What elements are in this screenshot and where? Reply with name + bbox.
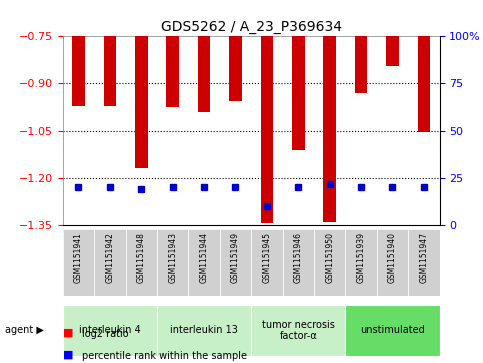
- Text: GSM1151950: GSM1151950: [325, 232, 334, 283]
- Text: GSM1151949: GSM1151949: [231, 232, 240, 283]
- Text: GSM1151943: GSM1151943: [168, 232, 177, 283]
- Text: GSM1151947: GSM1151947: [419, 232, 428, 283]
- FancyBboxPatch shape: [63, 229, 94, 296]
- FancyBboxPatch shape: [345, 305, 440, 356]
- FancyBboxPatch shape: [126, 229, 157, 296]
- FancyBboxPatch shape: [188, 229, 220, 296]
- Bar: [292, 36, 305, 150]
- Text: interleukin 4: interleukin 4: [79, 325, 141, 335]
- Title: GDS5262 / A_23_P369634: GDS5262 / A_23_P369634: [161, 20, 341, 34]
- Text: ■: ■: [63, 349, 73, 359]
- Bar: [198, 36, 211, 112]
- Text: GSM1151942: GSM1151942: [105, 232, 114, 283]
- FancyBboxPatch shape: [94, 229, 126, 296]
- Text: interleukin 13: interleukin 13: [170, 325, 238, 335]
- Bar: [229, 36, 242, 101]
- Text: GSM1151946: GSM1151946: [294, 232, 303, 283]
- Bar: [261, 36, 273, 224]
- FancyBboxPatch shape: [157, 229, 188, 296]
- FancyBboxPatch shape: [157, 305, 251, 356]
- Text: log2 ratio: log2 ratio: [82, 329, 129, 339]
- FancyBboxPatch shape: [377, 229, 408, 296]
- FancyBboxPatch shape: [251, 229, 283, 296]
- Bar: [418, 36, 430, 132]
- Text: GSM1151945: GSM1151945: [262, 232, 271, 283]
- FancyBboxPatch shape: [345, 229, 377, 296]
- Bar: [166, 36, 179, 107]
- Text: agent ▶: agent ▶: [5, 325, 43, 335]
- Text: percentile rank within the sample: percentile rank within the sample: [82, 351, 247, 361]
- FancyBboxPatch shape: [314, 229, 345, 296]
- Text: unstimulated: unstimulated: [360, 325, 425, 335]
- FancyBboxPatch shape: [408, 229, 440, 296]
- Text: ■: ■: [63, 327, 73, 338]
- FancyBboxPatch shape: [63, 305, 157, 356]
- Bar: [103, 36, 116, 106]
- FancyBboxPatch shape: [251, 305, 345, 356]
- Bar: [386, 36, 399, 66]
- FancyBboxPatch shape: [220, 229, 251, 296]
- Bar: [72, 36, 85, 106]
- Text: GSM1151940: GSM1151940: [388, 232, 397, 283]
- Bar: [324, 36, 336, 222]
- Text: GSM1151944: GSM1151944: [199, 232, 209, 283]
- Bar: [135, 36, 148, 168]
- Text: tumor necrosis
factor-α: tumor necrosis factor-α: [262, 319, 335, 341]
- Bar: [355, 36, 368, 93]
- Text: GSM1151948: GSM1151948: [137, 232, 146, 283]
- Text: GSM1151941: GSM1151941: [74, 232, 83, 283]
- Text: GSM1151939: GSM1151939: [356, 232, 366, 283]
- FancyBboxPatch shape: [283, 229, 314, 296]
